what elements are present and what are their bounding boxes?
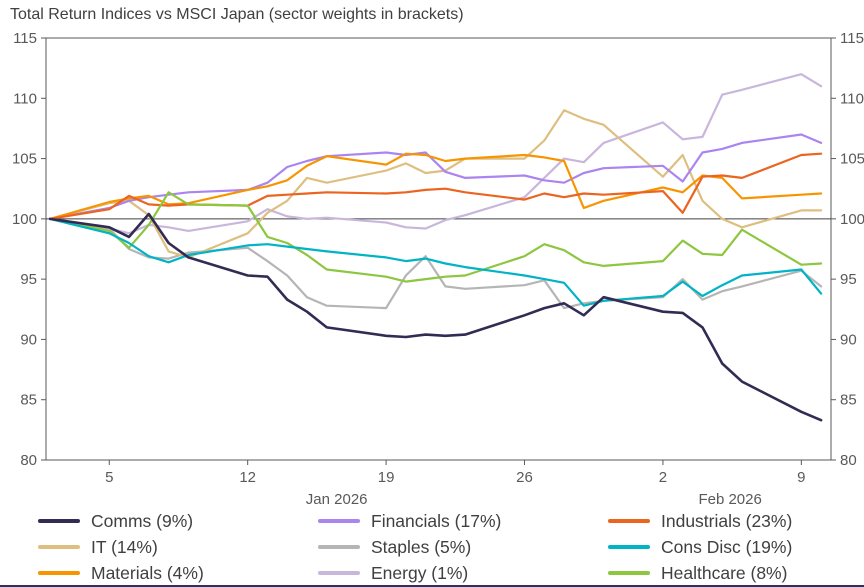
legend-item-healthcare: Healthcare (8%) bbox=[608, 560, 864, 586]
legend-label-it: IT (14%) bbox=[91, 536, 158, 557]
svg-text:Feb 2026: Feb 2026 bbox=[698, 491, 761, 506]
legend-item-industrials: Industrials (23%) bbox=[608, 508, 864, 534]
legend-item-cons-disc: Cons Disc (19%) bbox=[608, 534, 864, 560]
svg-text:95: 95 bbox=[20, 271, 37, 288]
svg-text:105: 105 bbox=[840, 151, 864, 168]
legend-item-comms: Comms (9%) bbox=[38, 508, 318, 534]
staples-line-swatch-icon bbox=[318, 545, 360, 549]
chart-legend: Comms (9%) IT (14%) Materials (4%) Finan… bbox=[38, 508, 864, 586]
svg-text:12: 12 bbox=[239, 469, 256, 486]
legend-label-staples: Staples (5%) bbox=[371, 536, 472, 557]
bottom-divider bbox=[0, 585, 864, 587]
financials-line-swatch-icon bbox=[318, 519, 360, 523]
legend-item-staples: Staples (5%) bbox=[318, 534, 608, 560]
svg-text:26: 26 bbox=[516, 469, 533, 486]
svg-text:115: 115 bbox=[840, 30, 864, 47]
svg-text:80: 80 bbox=[840, 452, 857, 469]
svg-text:90: 90 bbox=[840, 331, 857, 348]
svg-text:95: 95 bbox=[840, 271, 857, 288]
materials-line-swatch-icon bbox=[38, 571, 80, 575]
it-line-swatch-icon bbox=[38, 545, 80, 549]
svg-text:85: 85 bbox=[840, 392, 857, 409]
energy-line-swatch-icon bbox=[318, 571, 360, 575]
svg-text:90: 90 bbox=[20, 331, 37, 348]
svg-text:105: 105 bbox=[12, 151, 37, 168]
legend-item-materials: Materials (4%) bbox=[38, 560, 318, 586]
legend-label-industrials: Industrials (23%) bbox=[661, 510, 793, 531]
svg-text:80: 80 bbox=[20, 452, 37, 469]
svg-text:100: 100 bbox=[840, 211, 864, 228]
legend-label-healthcare: Healthcare (8%) bbox=[661, 562, 788, 583]
legend-label-cons-disc: Cons Disc (19%) bbox=[661, 536, 793, 557]
comms-line-swatch-icon bbox=[38, 519, 80, 523]
legend-item-financials: Financials (17%) bbox=[318, 508, 608, 534]
legend-item-it: IT (14%) bbox=[38, 534, 318, 560]
svg-text:110: 110 bbox=[13, 90, 37, 107]
legend-label-financials: Financials (17%) bbox=[371, 510, 502, 531]
svg-text:115: 115 bbox=[13, 30, 37, 47]
svg-text:9: 9 bbox=[797, 469, 805, 486]
svg-text:2: 2 bbox=[659, 469, 667, 486]
legend-label-comms: Comms (9%) bbox=[91, 510, 194, 531]
industrials-line-swatch-icon bbox=[608, 519, 650, 523]
svg-text:19: 19 bbox=[378, 469, 395, 486]
legend-item-energy: Energy (1%) bbox=[318, 560, 608, 586]
svg-text:5: 5 bbox=[105, 469, 113, 486]
svg-text:85: 85 bbox=[20, 392, 37, 409]
legend-label-energy: Energy (1%) bbox=[371, 562, 469, 583]
healthcare-line-swatch-icon bbox=[608, 571, 650, 575]
cons-disc-line-swatch-icon bbox=[608, 545, 650, 549]
svg-text:Jan 2026: Jan 2026 bbox=[306, 491, 368, 506]
svg-text:110: 110 bbox=[840, 90, 864, 107]
legend-label-materials: Materials (4%) bbox=[91, 562, 204, 583]
chart-title: Total Return Indices vs MSCI Japan (sect… bbox=[10, 6, 464, 23]
svg-text:100: 100 bbox=[12, 211, 37, 228]
